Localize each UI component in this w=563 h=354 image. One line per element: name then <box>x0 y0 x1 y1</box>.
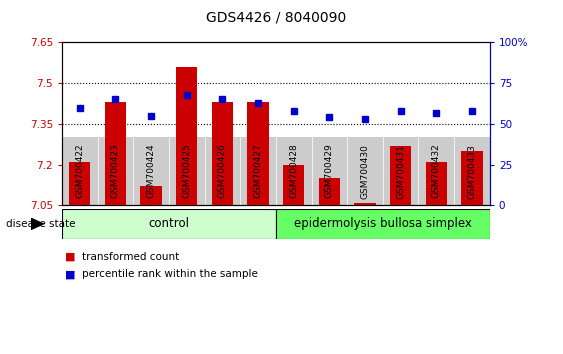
Bar <box>62 137 490 205</box>
Bar <box>276 209 490 239</box>
Bar <box>461 151 482 205</box>
Text: GSM700431: GSM700431 <box>396 144 405 199</box>
Bar <box>390 145 412 205</box>
Bar <box>140 186 162 205</box>
Bar <box>354 202 376 205</box>
Text: ■: ■ <box>65 269 75 279</box>
Text: GSM700426: GSM700426 <box>218 144 227 199</box>
Text: disease state: disease state <box>6 219 75 229</box>
Text: transformed count: transformed count <box>82 252 179 262</box>
Bar <box>319 178 340 205</box>
Bar <box>105 102 126 205</box>
Polygon shape <box>31 217 45 230</box>
Text: GSM700429: GSM700429 <box>325 144 334 199</box>
Text: GSM700423: GSM700423 <box>111 144 120 199</box>
Text: GSM700422: GSM700422 <box>75 144 84 199</box>
Text: GSM700432: GSM700432 <box>432 144 441 199</box>
Bar <box>62 209 276 239</box>
Bar <box>69 162 91 205</box>
Text: epidermolysis bullosa simplex: epidermolysis bullosa simplex <box>294 217 472 230</box>
Bar <box>283 165 305 205</box>
Text: GSM700430: GSM700430 <box>360 144 369 199</box>
Text: percentile rank within the sample: percentile rank within the sample <box>82 269 257 279</box>
Text: GSM700433: GSM700433 <box>467 144 476 199</box>
Text: GSM700428: GSM700428 <box>289 144 298 199</box>
Bar <box>426 162 447 205</box>
Text: ■: ■ <box>65 252 75 262</box>
Bar <box>176 67 198 205</box>
Text: GSM700427: GSM700427 <box>253 144 262 199</box>
Text: GSM700425: GSM700425 <box>182 144 191 199</box>
Text: GDS4426 / 8040090: GDS4426 / 8040090 <box>205 11 346 25</box>
Text: control: control <box>149 217 189 230</box>
Text: GSM700424: GSM700424 <box>146 144 155 199</box>
Bar <box>247 102 269 205</box>
Bar <box>212 102 233 205</box>
